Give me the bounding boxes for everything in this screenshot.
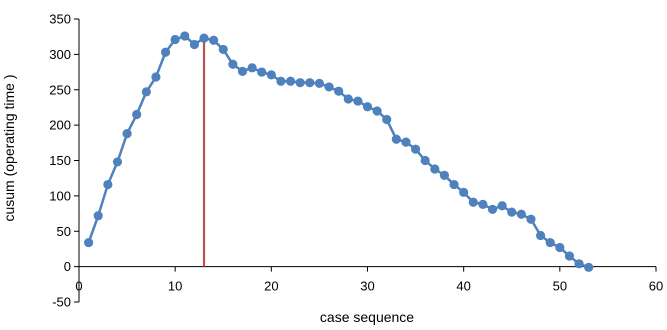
data-point — [516, 209, 526, 219]
data-point — [122, 129, 132, 139]
data-point — [362, 102, 373, 112]
data-point — [199, 33, 209, 43]
x-tick-label: 60 — [649, 279, 663, 294]
x-tick-label: 50 — [553, 279, 567, 294]
data-point — [295, 78, 305, 88]
data-point — [141, 87, 151, 97]
data-point — [132, 109, 142, 120]
data-point — [574, 259, 584, 269]
data-point — [189, 39, 199, 50]
data-point — [170, 34, 180, 45]
y-tick-label: 250 — [49, 82, 71, 97]
data-point — [526, 214, 536, 224]
data-point — [266, 70, 276, 80]
y-tick-label: 350 — [49, 12, 71, 27]
data-point — [391, 134, 401, 144]
data-point — [334, 86, 344, 96]
data-point — [305, 78, 315, 88]
data-point — [439, 170, 450, 180]
series-layer — [84, 31, 594, 272]
data-point — [382, 114, 392, 125]
data-point — [449, 179, 459, 190]
data-point — [209, 35, 219, 45]
data-point — [430, 164, 440, 174]
data-point — [487, 204, 498, 214]
data-point — [93, 211, 103, 221]
data-point — [218, 44, 228, 55]
y-tick-label: 100 — [49, 188, 71, 203]
data-point — [497, 201, 507, 211]
y-tick-label: 50 — [57, 224, 71, 239]
data-point — [343, 94, 353, 104]
data-point — [584, 262, 594, 272]
data-point — [564, 251, 575, 261]
series-line — [87, 34, 590, 269]
data-point — [276, 76, 286, 86]
data-point — [314, 78, 325, 88]
data-point — [112, 157, 123, 167]
x-tick-label: 20 — [264, 279, 278, 294]
data-point — [478, 199, 488, 209]
data-point — [237, 66, 248, 76]
data-point — [160, 47, 171, 57]
data-point — [372, 106, 382, 116]
y-tick-label: 0 — [64, 259, 71, 274]
data-point — [257, 67, 267, 77]
data-point — [324, 82, 334, 92]
x-tick-label: 40 — [456, 279, 470, 294]
data-point — [410, 144, 421, 154]
data-point — [507, 207, 517, 217]
data-point — [84, 237, 94, 248]
x-axis-title: case sequence — [320, 309, 414, 325]
data-point — [536, 230, 546, 241]
tick-labels: -50 0 50 100 150 200 250 300 350 0 10 20 30 40 50 60 — [49, 12, 663, 310]
x-tick-label: 0 — [75, 279, 82, 294]
x-tick-label: 30 — [360, 279, 374, 294]
data-point — [545, 237, 555, 248]
data-point — [151, 72, 161, 82]
x-tick-label: 10 — [168, 279, 182, 294]
data-point — [285, 76, 296, 86]
data-point — [247, 63, 257, 73]
data-point — [459, 187, 469, 197]
y-tick-label: 300 — [49, 47, 71, 62]
data-point — [468, 197, 478, 207]
axes — [74, 18, 657, 303]
data-point — [228, 59, 238, 69]
data-point — [420, 155, 430, 166]
y-tick-label: 150 — [49, 153, 71, 168]
y-tick-label: 200 — [49, 118, 71, 133]
y-axis-title: cusum (operating time ) — [1, 74, 17, 221]
data-point — [401, 137, 411, 147]
data-point — [103, 179, 113, 190]
data-point — [555, 242, 565, 253]
y-tick-label: -50 — [52, 295, 71, 310]
data-point — [180, 31, 190, 41]
data-point — [353, 96, 363, 106]
